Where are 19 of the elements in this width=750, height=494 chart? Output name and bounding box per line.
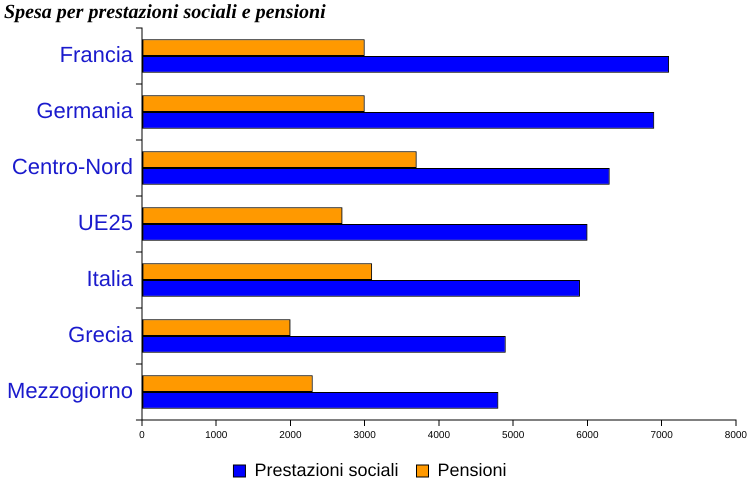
x-tick-label: 2000 bbox=[279, 430, 302, 441]
x-tick-label: 6000 bbox=[576, 430, 599, 441]
y-tick-label: UE25 bbox=[78, 210, 133, 236]
y-tick-label: Francia bbox=[60, 42, 134, 68]
x-tick-label: 8000 bbox=[724, 430, 748, 441]
x-tick-label: 5000 bbox=[502, 430, 525, 441]
x-tick-label: 3000 bbox=[354, 430, 376, 441]
chart-title: Spesa per prestazioni sociali e pensioni bbox=[4, 1, 326, 24]
y-tick-label: Germania bbox=[36, 98, 134, 124]
y-tick-label: Mezzogiorno bbox=[7, 378, 133, 404]
x-tick-label: 1000 bbox=[205, 430, 228, 441]
x-tick-label: 7000 bbox=[650, 430, 674, 441]
y-tick-label: Centro-Nord bbox=[12, 154, 133, 180]
y-tick-label: Grecia bbox=[68, 322, 134, 348]
x-tick-label: 4000 bbox=[428, 430, 450, 441]
x-tick-label: 0 bbox=[139, 430, 146, 441]
legend-label: Prestazioni sociali bbox=[254, 460, 399, 480]
legend-label: Pensioni bbox=[438, 460, 507, 480]
y-tick-label: Italia bbox=[86, 266, 134, 292]
